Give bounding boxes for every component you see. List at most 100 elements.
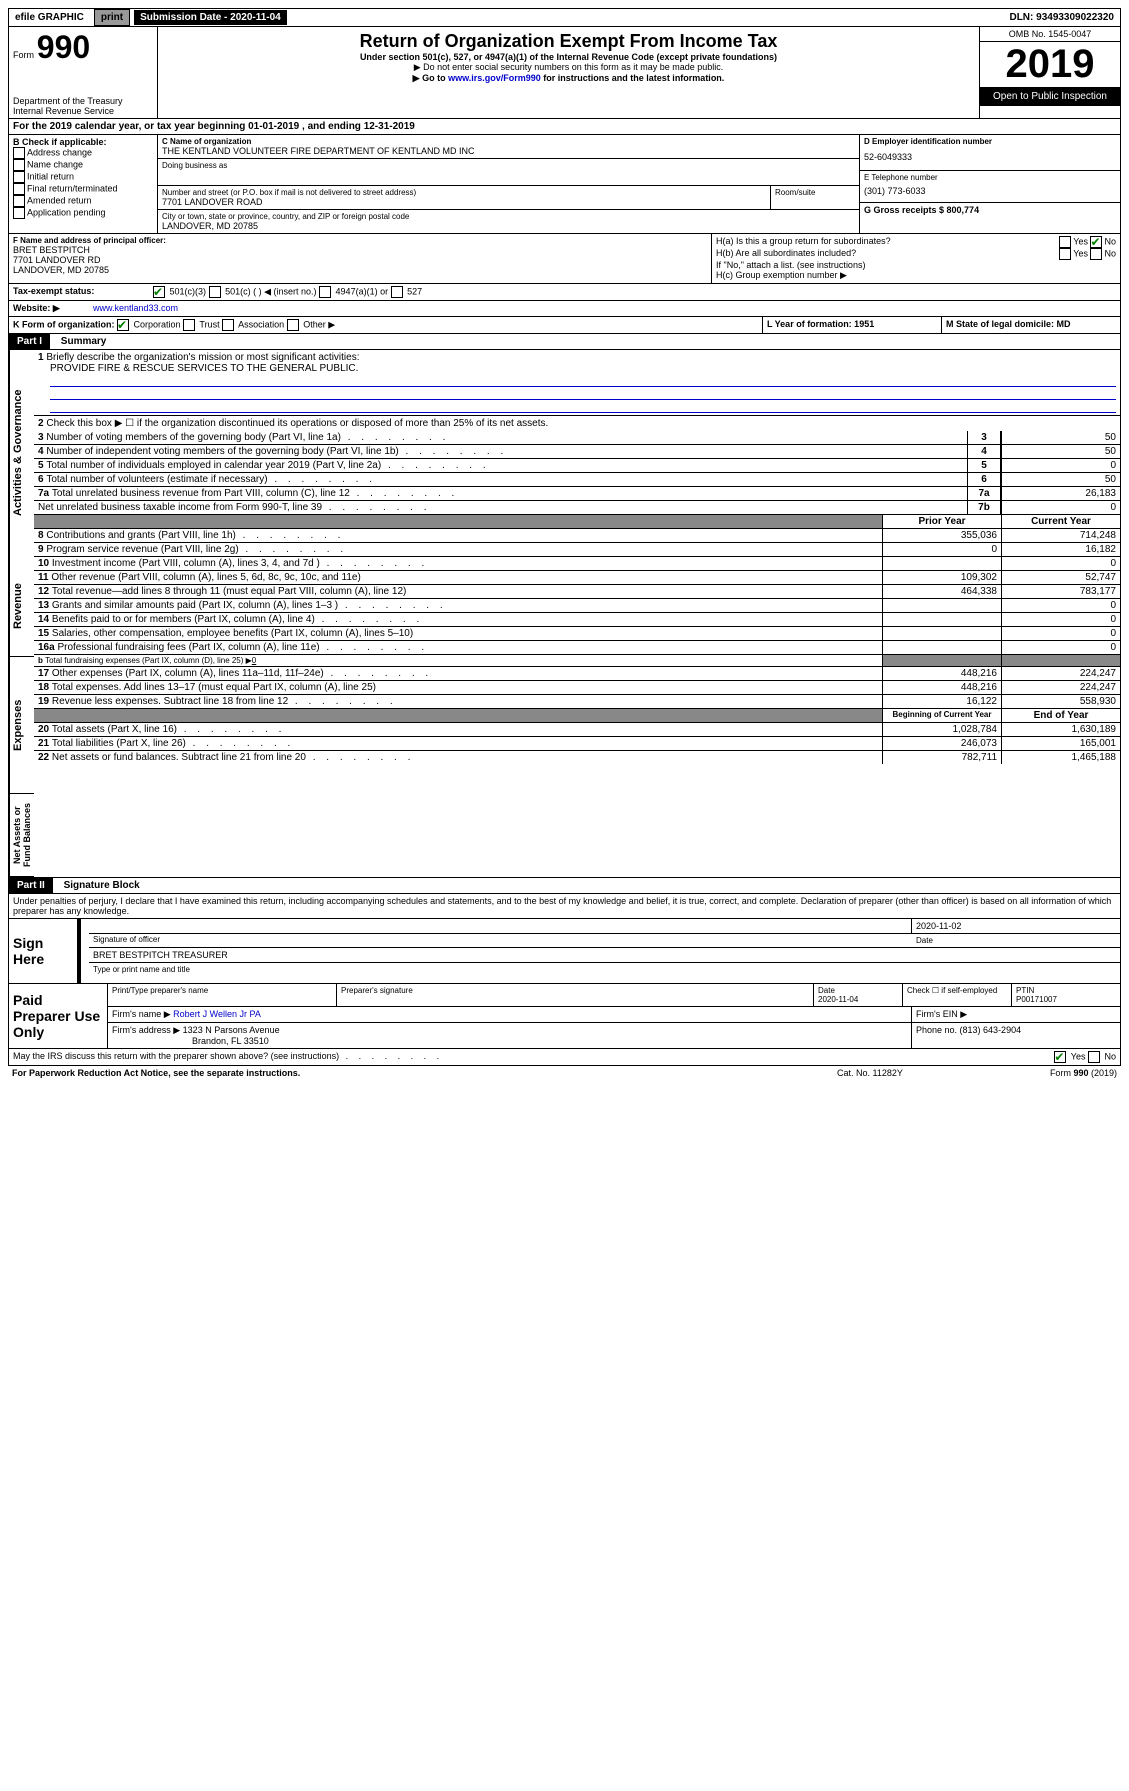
firm-phone: Phone no. (813) 643-2904 [911, 1023, 1120, 1048]
signer-name-lbl: Type or print name and title [89, 962, 1120, 976]
discuss-no[interactable] [1088, 1051, 1100, 1063]
cat-no: Cat. No. 11282Y [837, 1068, 977, 1078]
c12: 783,177 [1001, 585, 1120, 598]
prep-date-lbl: Date [818, 986, 898, 995]
officer-addr2: LANDOVER, MD 20785 [13, 265, 707, 275]
k-lbl: K Form of organization: [13, 319, 115, 329]
j-lbl: Website: ▶ [13, 303, 93, 314]
k-corp[interactable] [117, 319, 129, 331]
irs-link[interactable]: www.irs.gov/Form990 [448, 73, 541, 83]
firm-addr2: Brandon, FL 33510 [112, 1036, 907, 1046]
p17: 448,216 [882, 667, 1001, 680]
form-number: 990 [37, 29, 90, 65]
addr-lbl: Number and street (or P.O. box if mail i… [162, 188, 766, 197]
top-bar: efile GRAPHIC print Submission Date - 20… [8, 8, 1121, 27]
k-trust[interactable] [183, 319, 195, 331]
page-footer: For Paperwork Reduction Act Notice, see … [8, 1066, 1121, 1080]
i-501c3[interactable] [153, 286, 165, 298]
l5: Total number of individuals employed in … [46, 460, 489, 471]
l19: Revenue less expenses. Subtract line 18 … [52, 696, 397, 707]
p9: 0 [882, 543, 1001, 556]
h-c: H(c) Group exemption number ▶ [716, 270, 1116, 281]
l18: Total expenses. Add lines 13–17 (must eq… [52, 682, 376, 693]
dln: DLN: 93493309022320 [1003, 10, 1120, 25]
c16a: 0 [1001, 641, 1120, 654]
hdr-prior: Prior Year [882, 515, 1001, 528]
identity-block: B Check if applicable: Address change Na… [8, 135, 1121, 234]
date-lbl: Date [912, 934, 1120, 947]
part2-header: Part II Signature Block [8, 878, 1121, 894]
i-lbl: Tax-exempt status: [13, 286, 153, 298]
ptin-lbl: PTIN [1016, 986, 1116, 995]
sign-date: 2020-11-02 [916, 921, 1116, 931]
part1-label: Part I [9, 334, 50, 349]
c14: 0 [1001, 613, 1120, 626]
k-assoc[interactable] [222, 319, 234, 331]
f-lbl: F Name and address of principal officer: [13, 236, 707, 245]
efile-label: efile GRAPHIC [9, 10, 90, 25]
org-name: THE KENTLAND VOLUNTEER FIRE DEPARTMENT O… [162, 146, 855, 156]
firm-addr-lbl: Firm's address ▶ [112, 1025, 180, 1035]
phone: (301) 773-6033 [864, 182, 1116, 200]
ha-yes[interactable] [1059, 236, 1071, 248]
p19: 16,122 [882, 695, 1001, 708]
h-b: H(b) Are all subordinates included? [716, 248, 1059, 260]
m-state: M State of legal domicile: MD [941, 317, 1120, 333]
sign-block: Sign Here 2020-11-02 Signature of office… [8, 919, 1121, 984]
officer-addr1: 7701 LANDOVER RD [13, 255, 707, 265]
irs-label: Internal Revenue Service [13, 106, 153, 116]
hb-no[interactable] [1090, 248, 1102, 260]
d-lbl: D Employer identification number [864, 137, 1116, 146]
pra-notice: For Paperwork Reduction Act Notice, see … [12, 1068, 837, 1078]
chk-initial-return[interactable] [13, 171, 25, 183]
note-ssn: ▶ Do not enter social security numbers o… [162, 62, 975, 73]
street-addr: 7701 LANDOVER ROAD [162, 197, 766, 207]
note-link: ▶ Go to www.irs.gov/Form990 for instruct… [162, 73, 975, 84]
sign-here: Sign Here [9, 919, 77, 983]
l21: Total liabilities (Part X, line 26) [52, 738, 294, 749]
chk-amended[interactable] [13, 195, 25, 207]
l14: Benefits paid to or for members (Part IX… [52, 614, 423, 625]
c8: 714,248 [1001, 529, 1120, 542]
c15: 0 [1001, 627, 1120, 640]
firm-name[interactable]: Robert J Wellen Jr PA [173, 1009, 261, 1019]
chk-final-return[interactable] [13, 183, 25, 195]
form-header: Form 990 Department of the Treasury Inte… [8, 27, 1121, 119]
v6: 50 [1001, 473, 1120, 486]
p18: 448,216 [882, 681, 1001, 694]
hb-yes[interactable] [1059, 248, 1071, 260]
chk-address-change[interactable] [13, 147, 25, 159]
form-label: Form [13, 50, 34, 60]
room-lbl: Room/suite [775, 188, 855, 197]
b-label: B Check if applicable: [13, 137, 153, 147]
sig-officer-lbl: Signature of officer [89, 934, 912, 947]
h-b-note: If "No," attach a list. (see instruction… [716, 260, 1116, 270]
paid-lbl: Paid Preparer Use Only [9, 984, 107, 1048]
perjury-text: Under penalties of perjury, I declare th… [8, 894, 1121, 919]
print-button[interactable]: print [94, 9, 130, 26]
v7b: 0 [1001, 501, 1120, 514]
i-501c[interactable] [209, 286, 221, 298]
i-527[interactable] [391, 286, 403, 298]
city-val: LANDOVER, MD 20785 [162, 221, 855, 231]
chk-name-change[interactable] [13, 159, 25, 171]
c10: 0 [1001, 557, 1120, 570]
discuss-row: May the IRS discuss this return with the… [8, 1049, 1121, 1066]
side-expenses: Expenses [9, 657, 34, 794]
section-b: B Check if applicable: Address change Na… [9, 135, 158, 233]
i-4947[interactable] [319, 286, 331, 298]
ha-no[interactable] [1090, 236, 1102, 248]
c21: 165,001 [1001, 737, 1120, 750]
paid-preparer-block: Paid Preparer Use Only Print/Type prepar… [8, 984, 1121, 1049]
firm-ein-lbl: Firm's EIN ▶ [911, 1007, 1120, 1022]
form-title: Return of Organization Exempt From Incom… [162, 31, 975, 52]
l10: Investment income (Part VIII, column (A)… [52, 558, 428, 569]
k-other[interactable] [287, 319, 299, 331]
v4: 50 [1001, 445, 1120, 458]
chk-app-pending[interactable] [13, 207, 25, 219]
side-revenue: Revenue [9, 556, 34, 657]
e-lbl: E Telephone number [864, 173, 1116, 182]
website-link[interactable]: www.kentland33.com [93, 303, 178, 314]
dba-lbl: Doing business as [162, 161, 855, 170]
discuss-yes[interactable] [1054, 1051, 1066, 1063]
